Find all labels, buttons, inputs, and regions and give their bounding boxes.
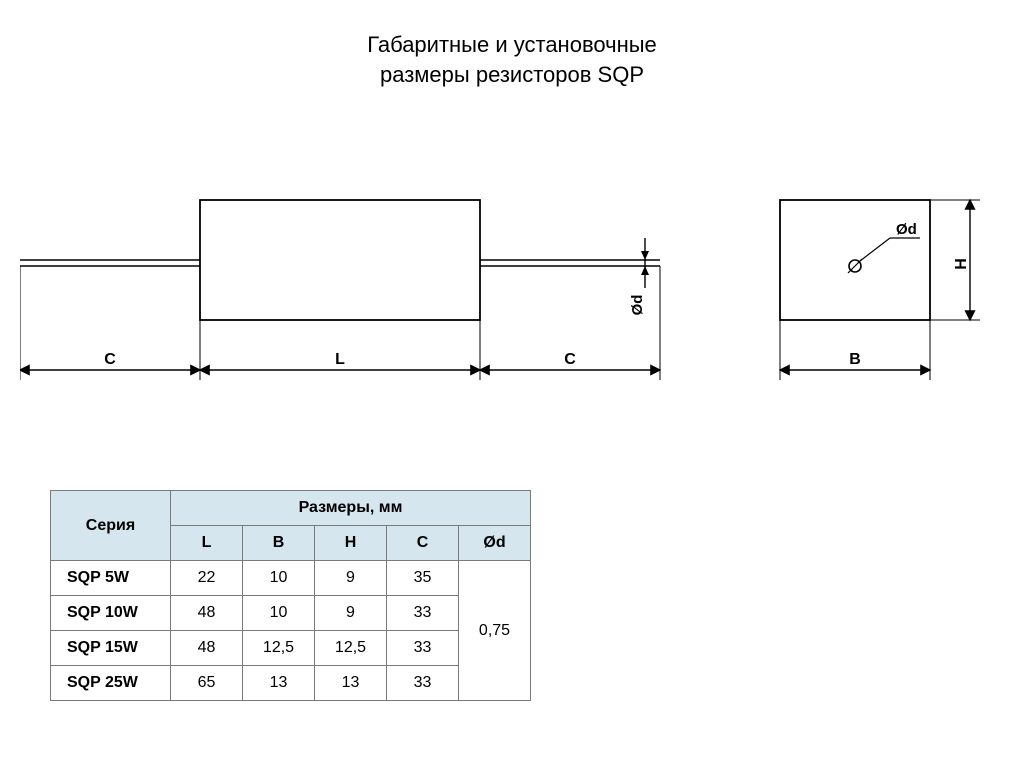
- label-od-left: Ød: [629, 295, 646, 316]
- cell-series: SQP 10W: [51, 596, 171, 631]
- cell-series: SQP 25W: [51, 666, 171, 701]
- cell-Od-merged: 0,75: [459, 561, 531, 701]
- label-c2: C: [564, 351, 576, 368]
- cell-B: 12,5: [243, 631, 315, 666]
- title-line-2: размеры резисторов SQP: [380, 62, 644, 87]
- label-c1: C: [104, 351, 116, 368]
- table-row: SQP 5W 22 10 9 35 0,75: [51, 561, 531, 596]
- dimensions-table: Серия Размеры, мм L B H C Ød SQP 5W 22 1…: [50, 490, 531, 701]
- th-H: H: [315, 526, 387, 561]
- cell-C: 33: [387, 666, 459, 701]
- cell-H: 9: [315, 596, 387, 631]
- th-C: C: [387, 526, 459, 561]
- cell-L: 22: [171, 561, 243, 596]
- cell-B: 10: [243, 596, 315, 631]
- th-B: B: [243, 526, 315, 561]
- label-h: H: [953, 258, 970, 270]
- th-L: L: [171, 526, 243, 561]
- dimension-diagram: Ød C L C Ød H B: [20, 180, 1004, 430]
- cell-L: 48: [171, 631, 243, 666]
- cell-H: 9: [315, 561, 387, 596]
- cell-C: 33: [387, 596, 459, 631]
- cell-L: 48: [171, 596, 243, 631]
- cell-H: 13: [315, 666, 387, 701]
- cell-series: SQP 15W: [51, 631, 171, 666]
- cell-H: 12,5: [315, 631, 387, 666]
- cell-B: 10: [243, 561, 315, 596]
- label-b: B: [849, 351, 861, 368]
- label-od-right: Ød: [896, 221, 917, 238]
- cell-series: SQP 5W: [51, 561, 171, 596]
- title-line-1: Габаритные и установочные: [367, 32, 657, 57]
- cell-C: 35: [387, 561, 459, 596]
- th-Od: Ød: [459, 526, 531, 561]
- cell-C: 33: [387, 631, 459, 666]
- cell-B: 13: [243, 666, 315, 701]
- th-series: Серия: [51, 491, 171, 561]
- th-dims: Размеры, мм: [171, 491, 531, 526]
- cell-L: 65: [171, 666, 243, 701]
- label-l: L: [335, 351, 345, 368]
- page-title: Габаритные и установочные размеры резист…: [0, 30, 1024, 89]
